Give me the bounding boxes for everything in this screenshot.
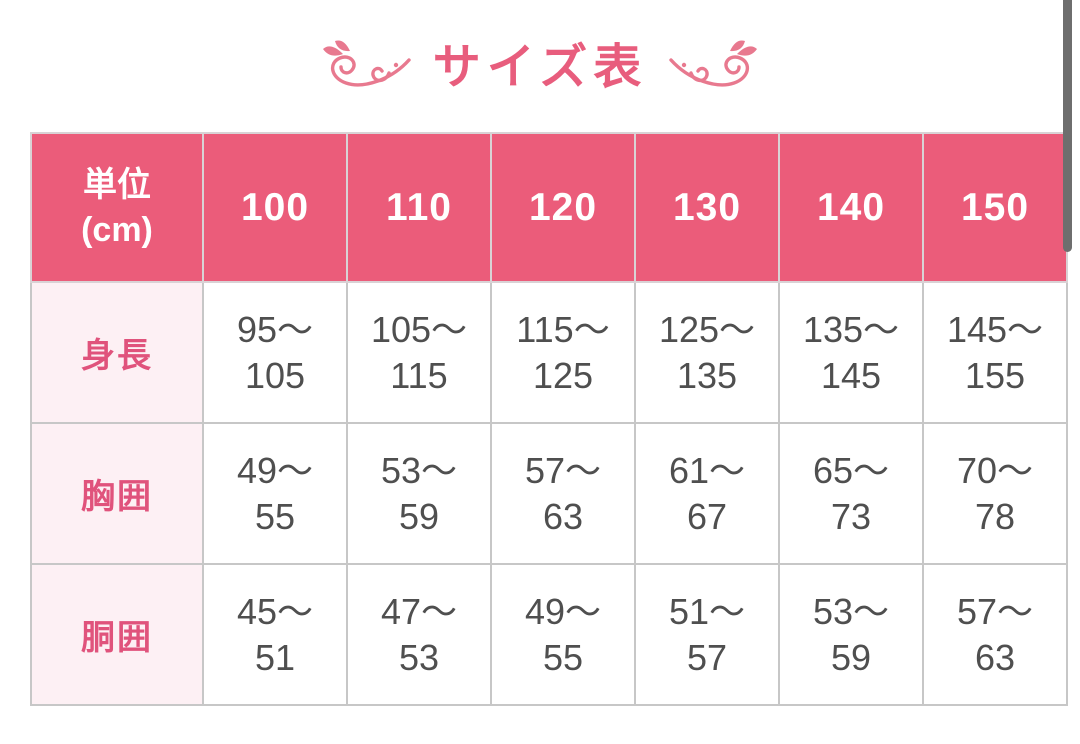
cell-text-line: (cm) — [81, 210, 153, 249]
flourish-right-icon — [669, 40, 758, 87]
size-value-cell: 135〜 145 — [778, 281, 924, 424]
size-value-cell: 65〜 73 — [778, 422, 924, 565]
table-row: 身長 95〜 105 105〜 115 115〜 125 125〜 135 135〜 145 145〜… — [30, 281, 1068, 424]
size-value-cell: 45〜 51 — [202, 563, 348, 706]
cell-text-line: 53 — [398, 636, 440, 678]
cell-text-line: 45〜 — [236, 591, 314, 633]
cell-text-line: 65〜 — [812, 450, 890, 492]
size-value-cell: 53〜 59 — [778, 563, 924, 706]
flourish-left-icon — [322, 40, 411, 87]
cell-text-line: 115〜 — [516, 309, 610, 351]
size-header-cell: 100 — [202, 132, 348, 283]
cell-text-line: 95〜 — [236, 309, 314, 351]
cell-text-line: 53〜 — [380, 450, 458, 492]
table-row: 胴囲 45〜 51 47〜 53 49〜 55 51〜 57 53〜 59 57〜 63 — [30, 563, 1068, 706]
measurement-label-cell: 胴囲 — [30, 563, 204, 706]
cell-text-line: 49〜 — [524, 591, 602, 633]
cell-text-line: 70〜 — [956, 450, 1034, 492]
size-value-cell: 145〜 155 — [922, 281, 1068, 424]
cell-text-line: 51 — [254, 636, 296, 678]
page-title: サイズ表 — [432, 41, 648, 94]
size-header-cell: 140 — [778, 132, 924, 283]
size-value-cell: 49〜 55 — [490, 563, 636, 706]
cell-text-line: 61〜 — [668, 450, 746, 492]
cell-text-line: 57〜 — [524, 450, 602, 492]
size-value-cell: 51〜 57 — [634, 563, 780, 706]
page-title-row: サイズ表 — [0, 36, 1080, 100]
cell-text-line: 155 — [964, 354, 1026, 396]
size-header-cell: 130 — [634, 132, 780, 283]
cell-text-line: 57 — [686, 636, 728, 678]
size-value-cell: 95〜 105 — [202, 281, 348, 424]
cell-text-line: 63 — [974, 636, 1016, 678]
cell-text-line: 135〜 — [802, 309, 900, 351]
header-row: 単位 (cm) 100 110 120 130 140 150 — [30, 132, 1068, 283]
size-table-body: 身長 95〜 105 105〜 115 115〜 125 125〜 135 135〜 145 145〜… — [30, 281, 1068, 706]
cell-text-line: 59 — [398, 495, 440, 537]
cell-text-line: 55 — [254, 495, 296, 537]
cell-text-line: 49〜 — [236, 450, 314, 492]
size-value-cell: 125〜 135 — [634, 281, 780, 424]
size-header-cell: 150 — [922, 132, 1068, 283]
size-header-cell: 110 — [346, 132, 492, 283]
size-value-cell: 115〜 125 — [490, 281, 636, 424]
cell-text-line: 145 — [820, 354, 882, 396]
cell-text-line: 125 — [532, 354, 594, 396]
measurement-label-cell: 胸囲 — [30, 422, 204, 565]
cell-text-line: 105〜 — [370, 309, 468, 351]
cell-text-line: 73 — [830, 495, 872, 537]
size-value-cell: 47〜 53 — [346, 563, 492, 706]
size-header-cell: 120 — [490, 132, 636, 283]
cell-text-line: 55 — [542, 636, 584, 678]
size-table-header: 単位 (cm) 100 110 120 130 140 150 — [30, 132, 1068, 283]
cell-text-line: 115 — [390, 354, 448, 396]
cell-text-line: 78 — [974, 495, 1016, 537]
size-value-cell: 57〜 63 — [922, 563, 1068, 706]
cell-text-line: 125〜 — [658, 309, 756, 351]
table-row: 胸囲 49〜 55 53〜 59 57〜 63 61〜 67 65〜 73 70〜 78 — [30, 422, 1068, 565]
cell-text-line: 51〜 — [668, 591, 746, 633]
cell-text-line: 105 — [244, 354, 306, 396]
cell-text-line: 145〜 — [946, 309, 1044, 351]
cell-text-line: 59 — [830, 636, 872, 678]
cell-text-line: 135 — [676, 354, 738, 396]
scrollbar-thumb[interactable] — [1063, 0, 1072, 252]
size-value-cell: 61〜 67 — [634, 422, 780, 565]
size-table: 単位 (cm) 100 110 120 130 140 150 身長 95〜 105 105〜 115… — [30, 132, 1068, 706]
unit-header-cell: 単位 (cm) — [30, 132, 204, 283]
cell-text-line: 63 — [542, 495, 584, 537]
size-value-cell: 70〜 78 — [922, 422, 1068, 565]
size-value-cell: 49〜 55 — [202, 422, 348, 565]
cell-text-line: 53〜 — [812, 591, 890, 633]
size-value-cell: 57〜 63 — [490, 422, 636, 565]
cell-text-line: 67 — [686, 495, 728, 537]
cell-text-line: 47〜 — [380, 591, 458, 633]
size-value-cell: 105〜 115 — [346, 281, 492, 424]
size-value-cell: 53〜 59 — [346, 422, 492, 565]
cell-text-line: 単位 — [83, 166, 151, 205]
cell-text-line: 57〜 — [956, 591, 1034, 633]
measurement-label-cell: 身長 — [30, 281, 204, 424]
